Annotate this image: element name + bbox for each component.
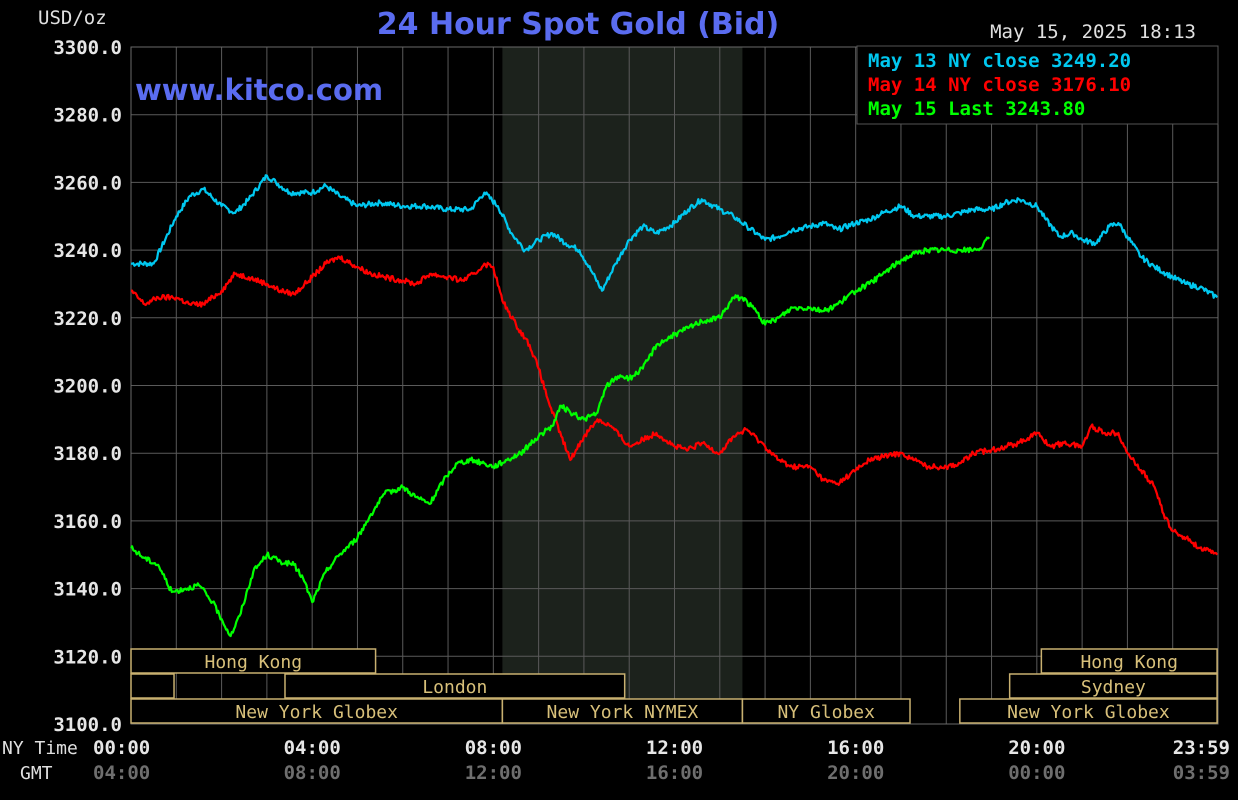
y-tick-label: 3200.0: [53, 376, 122, 398]
session-label: New York NYMEX: [547, 702, 699, 723]
y-tick-label: 3300.0: [53, 37, 122, 59]
series-layer: [130, 174, 1219, 638]
x-tick-label-gmt: 00:00: [1008, 762, 1065, 784]
session-bar: [130, 673, 175, 699]
session-label: London: [422, 677, 487, 698]
plot-frame: [130, 46, 1219, 725]
legend-entry-may15: May 15 Last 3243.80: [868, 98, 1085, 120]
y-tick-label: 3260.0: [53, 172, 122, 194]
gmt-label: GMT: [20, 763, 53, 784]
timestamp: May 15, 2025 18:13: [990, 21, 1196, 43]
legend-entry-may13: May 13 NY close 3249.20: [868, 50, 1131, 72]
y-tick-label: 3220.0: [53, 308, 122, 330]
session-bar: [130, 648, 377, 674]
series-line-0: [130, 174, 1219, 299]
session-label: Hong Kong: [205, 652, 303, 673]
session-bar: [1040, 648, 1218, 674]
y-tick-label: 3280.0: [53, 105, 122, 127]
x-tick-label-gmt: 04:00: [93, 762, 150, 784]
session-bar: [284, 673, 626, 699]
x-tick-label-gmt: 16:00: [646, 762, 703, 784]
y-tick-label: 3100.0: [53, 714, 122, 736]
x-tick-label-ny: 04:00: [284, 737, 341, 759]
legend-entry-may14: May 14 NY close 3176.10: [868, 74, 1131, 96]
ny-time-label: NY Time: [2, 738, 78, 759]
axis-layer: 3300.0 3280.0 3260.0 3240.0 3220.0 3200.0 3180…: [53, 37, 1230, 784]
unit-label: USD/oz: [38, 7, 107, 29]
y-tick-label: 3120.0: [53, 646, 122, 668]
y-tick-label: 3160.0: [53, 511, 122, 533]
x-tick-label-gmt: 08:00: [284, 762, 341, 784]
session-label: New York Globex: [1007, 702, 1170, 723]
session-label: Sydney: [1081, 677, 1146, 698]
y-tick-label: 3180.0: [53, 443, 122, 465]
legend: May 13 NY close 3249.20 May 14 NY close …: [856, 45, 1219, 125]
y-tick-label: 3140.0: [53, 579, 122, 601]
grid-layer: [130, 46, 1219, 725]
session-label: New York Globex: [235, 702, 398, 723]
x-tick-label-gmt: 12:00: [465, 762, 522, 784]
x-tick-label-ny: 23:59: [1173, 737, 1230, 759]
x-tick-label-gmt: 03:59: [1173, 762, 1230, 784]
x-tick-label-ny: 08:00: [465, 737, 522, 759]
watermark: www.kitco.com: [135, 73, 383, 107]
chart-title: 24 Hour Spot Gold (Bid): [377, 7, 779, 42]
series-line-2: [130, 236, 991, 638]
session-bar: [959, 698, 1218, 724]
x-tick-label-ny: 16:00: [827, 737, 884, 759]
y-tick-label: 3240.0: [53, 240, 122, 262]
x-tick-label-ny: 00:00: [93, 737, 150, 759]
x-tick-label-ny: 20:00: [1008, 737, 1065, 759]
x-tick-label-gmt: 20:00: [827, 762, 884, 784]
session-label: NY Globex: [777, 702, 875, 723]
session-bar: [1008, 673, 1218, 699]
session-bar: [130, 698, 504, 724]
series-line-1: [130, 255, 1219, 556]
legend-box: [856, 45, 1219, 125]
session-label: Hong Kong: [1080, 652, 1178, 673]
session-bar: [741, 698, 911, 724]
session-layer: Hong Kong Hong Kong London Sydney New York G…: [130, 648, 1218, 724]
x-tick-label-ny: 12:00: [646, 737, 703, 759]
